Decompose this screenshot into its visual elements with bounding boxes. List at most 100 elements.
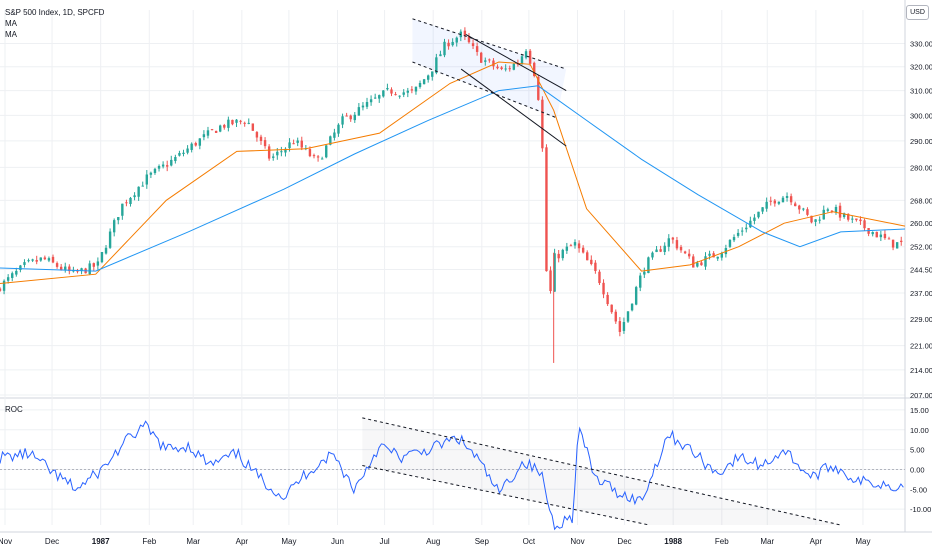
x-tick-label: 1987	[92, 537, 110, 546]
candle-body	[316, 156, 320, 158]
roc-tick-label: -10.00	[910, 505, 931, 514]
candle-body	[55, 263, 59, 267]
candle-body	[333, 132, 336, 138]
candle-body	[2, 280, 6, 291]
candle-body	[353, 114, 356, 121]
ma-fast-line	[0, 61, 906, 284]
candle-body	[475, 46, 479, 52]
candle-body	[561, 249, 564, 259]
candle-body	[0, 288, 2, 291]
candle-body	[549, 270, 552, 292]
candle-body	[96, 261, 100, 266]
candle-body	[11, 273, 14, 278]
candle-body	[398, 95, 401, 97]
x-tick-label: Sep	[475, 537, 490, 546]
candle-body	[341, 116, 344, 125]
candle-body	[361, 105, 365, 108]
candle-body	[822, 209, 825, 220]
candle-body	[622, 322, 626, 331]
price-trendline	[460, 68, 567, 147]
candle-body	[223, 124, 226, 128]
candle-body	[88, 263, 91, 275]
candle-body	[369, 99, 373, 103]
candle-body	[838, 205, 842, 218]
candle-body	[288, 142, 291, 149]
candle-body	[590, 259, 593, 265]
candle-body	[390, 89, 393, 94]
candle-body	[663, 245, 666, 252]
currency-badge[interactable]: USD	[906, 5, 929, 20]
price-tick-label: 310.00	[910, 87, 932, 96]
candle-body	[618, 321, 622, 332]
candle-body	[834, 206, 838, 213]
candle-body	[386, 88, 389, 90]
candle-body	[851, 218, 854, 220]
candle-body	[178, 152, 181, 156]
x-tick-label: Mar	[186, 537, 200, 546]
candle-body	[504, 68, 507, 70]
candle-body	[292, 143, 295, 145]
candle-body	[117, 217, 120, 221]
x-tick-label: Apr	[810, 537, 823, 546]
candle-body	[842, 213, 846, 218]
candle-body	[814, 219, 817, 222]
candle-body	[345, 115, 348, 117]
candle-body	[463, 30, 467, 36]
candle-body	[272, 156, 275, 158]
candle-body	[267, 146, 271, 159]
candle-body	[243, 122, 246, 124]
candle-body	[149, 172, 153, 175]
roc-tick-label: -5.00	[910, 485, 927, 494]
candle-body	[206, 130, 210, 136]
candle-body	[235, 119, 238, 123]
x-tick-label: 1988	[664, 537, 682, 546]
candle-body	[394, 94, 397, 96]
candle-body	[606, 294, 609, 305]
candle-body	[667, 238, 670, 247]
candle-body	[683, 251, 687, 254]
candle-body	[108, 231, 112, 248]
candle-body	[35, 260, 38, 262]
candle-body	[887, 238, 891, 240]
candle-body	[443, 41, 446, 56]
price-channel-fill	[412, 18, 567, 118]
candle-body	[537, 76, 540, 100]
roc-tick-label: 5.00	[910, 446, 925, 455]
candle-body	[68, 266, 71, 272]
candle-body	[900, 240, 903, 243]
candle-body	[480, 52, 483, 63]
candle-body	[781, 197, 785, 203]
ma-slow-line	[0, 85, 906, 272]
roc-panel-title: ROC	[5, 405, 23, 414]
candle-body	[439, 54, 442, 57]
symbol-title: S&P 500 Index, 1D, SPCFD	[5, 8, 105, 17]
candle-body	[581, 247, 585, 253]
candle-body	[704, 256, 707, 267]
candle-body	[798, 205, 801, 210]
candle-body	[296, 140, 299, 143]
price-trendline	[412, 18, 567, 70]
candle-body	[847, 213, 850, 220]
candle-body	[671, 237, 675, 240]
candle-body	[810, 215, 813, 223]
candle-body	[586, 252, 589, 261]
candle-body	[426, 75, 430, 80]
candle-body	[577, 243, 581, 249]
candle-body	[528, 50, 532, 64]
price-tick-label: 252.00	[910, 243, 932, 252]
candle-body	[687, 253, 691, 257]
candle-body	[284, 148, 287, 153]
candle-body	[165, 165, 169, 167]
price-tick-label: 268.00	[910, 196, 932, 205]
candle-body	[247, 122, 250, 124]
candle-body	[104, 247, 108, 254]
candle-body	[492, 60, 495, 67]
candle-body	[879, 234, 883, 238]
candle-body	[280, 151, 283, 153]
candle-body	[484, 60, 487, 62]
x-tick-label: Nov	[0, 537, 12, 546]
roc-tick-label: 15.00	[910, 406, 929, 415]
candle-body	[414, 86, 418, 92]
candle-body	[39, 257, 42, 261]
